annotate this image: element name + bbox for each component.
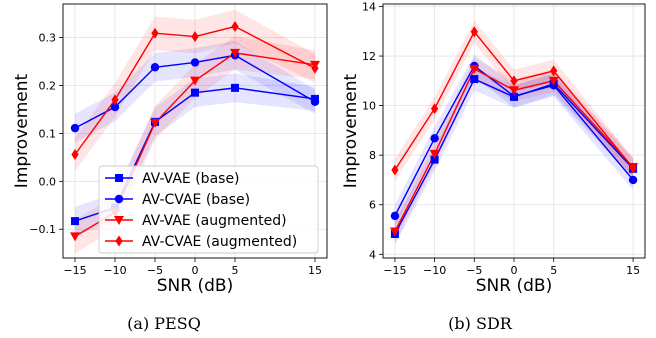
legend-box (98, 165, 319, 254)
legend: AV-VAE (base) AV-CVAE (base) AV-VAE (augme… (98, 165, 319, 254)
sdr-x-tick-label: −15 (383, 264, 406, 277)
pesq-point-av-cvae-base (150, 63, 160, 72)
sdr-band-av-cvae-augmented (394, 20, 634, 182)
pesq-y-tick-label: −0.1 (29, 223, 56, 236)
pesq-point-av-cvae-base (190, 58, 200, 67)
pesq-point-av-vae-augmented (150, 118, 160, 128)
pesq-point-av-cvae-augmented (71, 148, 79, 160)
sdr-y-tick-label: 10 (362, 100, 376, 113)
pesq-y-tick-label: 0.3 (39, 32, 57, 45)
pesq-point-av-vae-base (191, 88, 199, 97)
sdr-y-tick-label: 6 (369, 199, 376, 212)
legend-label-av-vae-augmented: AV-VAE (augmented) (142, 213, 287, 229)
pesq-x-tick-label: −10 (103, 264, 126, 277)
sdr-point-av-vae-augmented (469, 64, 480, 74)
pesq-point-av-vae-augmented (230, 48, 240, 58)
sdr-point-av-cvae-base (628, 175, 638, 185)
pesq-markers (70, 21, 320, 242)
legend-marker-av-cvae-augmented (115, 235, 123, 247)
sdr-markers (389, 26, 639, 238)
sdr-line-av-vae-base (394, 78, 634, 235)
sdr-x-tick-label: 0 (511, 264, 518, 277)
sdr-x-tick-label: −5 (466, 264, 482, 277)
pesq-x-ticks: −15 −10 −5 0 5 15 (63, 258, 322, 277)
pesq-line-av-cvae-augmented (74, 25, 316, 155)
sdr-point-av-cvae-base (430, 134, 439, 143)
sdr-y-tick-label: 4 (369, 248, 376, 261)
legend-marker-av-cvae-base (114, 194, 124, 204)
sdr-y-ticks: 4 6 8 10 12 14 (362, 0, 383, 261)
sdr-point-av-vae-augmented (429, 149, 440, 159)
pesq-y-tick-label: 0.1 (39, 127, 57, 140)
sdr-x-axis-label: SNR (dB) (476, 276, 552, 296)
sdr-caption: (b) SDR (448, 314, 513, 333)
pesq-point-av-vae-base (71, 217, 79, 226)
legend-label-av-vae-base: AV-VAE (base) (142, 171, 240, 187)
pesq-x-tick-label: 15 (308, 264, 322, 277)
sdr-lines (394, 30, 634, 235)
sdr-x-ticks: −15 −10 −5 0 5 15 (383, 258, 640, 277)
pesq-x-tick-label: −5 (147, 264, 163, 277)
pesq-x-tick-label: 0 (192, 264, 199, 277)
sdr-y-axis-label: Improvement (341, 73, 361, 188)
pesq-point-av-vae-augmented (70, 232, 80, 242)
pesq-point-av-cvae-augmented (191, 31, 199, 43)
sdr-point-av-vae-base (470, 75, 479, 84)
sdr-point-av-cvae-augmented (629, 162, 637, 174)
pesq-y-ticks: −0.1 0.0 0.1 0.2 0.3 (29, 32, 63, 236)
sdr-point-av-vae-augmented (548, 76, 559, 86)
pesq-x-axis-label: SNR (dB) (157, 276, 233, 296)
pesq-point-av-vae-base (231, 83, 239, 92)
sdr-point-av-cvae-augmented (431, 103, 439, 115)
sdr-y-tick-label: 12 (362, 50, 376, 63)
sdr-line-av-cvae-base (394, 64, 634, 217)
sdr-y-tick-label: 8 (369, 149, 376, 162)
pesq-point-av-cvae-augmented (111, 94, 119, 106)
pesq-point-av-vae-augmented (190, 76, 200, 86)
pesq-band-av-cvae-augmented (75, 9, 315, 172)
sdr-point-av-cvae-augmented (470, 26, 478, 38)
legend-label-av-cvae-base: AV-CVAE (base) (142, 192, 250, 208)
sdr-x-tick-label: 15 (626, 264, 640, 277)
sdr-point-av-cvae-augmented (391, 164, 399, 176)
pesq-x-tick-label: −15 (63, 264, 86, 277)
sdr-band-av-vae-augmented (394, 57, 634, 243)
pesq-point-av-cvae-base (70, 123, 80, 133)
sdr-x-tick-label: 5 (550, 264, 557, 277)
pesq-x-tick-label: 5 (232, 264, 239, 277)
pesq-point-av-cvae-augmented (311, 62, 319, 74)
sdr-point-av-vae-augmented (389, 227, 400, 237)
legend-label-av-cvae-augmented: AV-CVAE (augmented) (142, 234, 297, 250)
pesq-y-tick-label: 0.2 (39, 79, 57, 92)
pesq-point-av-cvae-augmented (231, 21, 239, 33)
sdr-point-av-cvae-augmented (510, 75, 518, 87)
legend-marker-av-vae-augmented (114, 216, 124, 225)
sdr-band-av-cvae-base (394, 54, 634, 228)
sdr-point-av-vae-base (430, 155, 439, 164)
panel-sdr: −15 −10 −5 0 5 15 4 6 8 10 12 14 SNR (dB) Improvem… (341, 0, 646, 333)
sdr-point-av-cvae-base (509, 91, 519, 101)
pesq-caption: (a) PESQ (127, 314, 201, 333)
pesq-point-av-cvae-augmented (151, 27, 159, 39)
sdr-point-av-cvae-augmented (550, 65, 558, 77)
pesq-y-axis-label: Improvement (12, 73, 32, 188)
pesq-point-av-cvae-base (110, 102, 120, 112)
pesq-point-av-cvae-base (310, 97, 320, 106)
sdr-x-tick-label: −10 (423, 264, 446, 277)
pesq-y-tick-label: 0.0 (39, 175, 57, 188)
sdr-y-tick-label: 14 (362, 0, 376, 13)
sdr-line-av-cvae-augmented (394, 30, 634, 171)
pesq-line-av-cvae-base (74, 54, 316, 129)
panel-pesq: −15 −10 −5 0 5 15 −0.1 0.0 0.1 0.2 0.3 SNR (dB) I… (12, 3, 328, 333)
sdr-line-av-vae-augmented (394, 67, 634, 232)
sdr-point-av-cvae-base (390, 211, 400, 221)
legend-marker-av-vae-base (115, 174, 123, 182)
sdr-point-av-vae-augmented (509, 86, 519, 96)
